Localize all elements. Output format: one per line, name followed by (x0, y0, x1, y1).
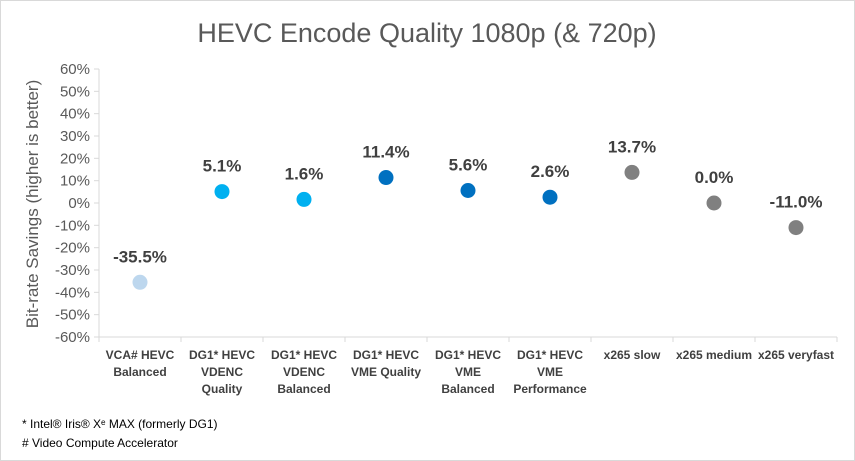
y-tick-label: 40% (60, 106, 90, 123)
y-tick-label: -30% (55, 262, 90, 279)
x-tick-label: x265 veryfast (758, 348, 834, 362)
data-label: 1.6% (285, 164, 324, 183)
x-tick-labels: VCA# HEVC Balanced DG1* HEVC VDENC Quality DG… (106, 348, 834, 396)
x-tick-label: VCA# HEVC Balanced (106, 348, 175, 379)
data-label: 2.6% (531, 162, 570, 181)
y-tick-label: -20% (55, 240, 90, 257)
data-point (624, 164, 640, 180)
data-point (542, 189, 558, 205)
x-tick-label: x265 slow (604, 348, 661, 362)
y-tick-label: -60% (55, 329, 90, 346)
y-tick-label: 60% (60, 61, 90, 78)
data-label: 5.6% (449, 155, 488, 174)
data-point (214, 184, 230, 200)
y-tick-label: -50% (55, 307, 90, 324)
data-label: 11.4% (362, 143, 409, 162)
footnote-vca: # Video Compute Accelerator (22, 436, 178, 450)
x-tick-label: DG1* HEVC VME Quality (351, 348, 421, 379)
y-tick-label: -40% (55, 284, 90, 301)
y-tick-label: 20% (60, 150, 90, 167)
x-tick-label: DG1* HEVC VDENC Balanced (271, 348, 337, 396)
data-label: 13.7% (608, 137, 656, 156)
x-tick-label: DG1* HEVC VME Performance (513, 348, 587, 396)
data-labels: -35.5% 5.1% 1.6% 11.4% 5.6% 2.6% 13.7% 0.0% -11.… (113, 137, 822, 266)
footnote-dg1: * Intel® Iris® Xᵉ MAX (formerly DG1) (22, 417, 218, 431)
y-tick-label: 0% (68, 195, 90, 212)
y-tick-label: -10% (55, 217, 90, 234)
data-point (788, 220, 804, 236)
data-label: -35.5% (113, 247, 167, 266)
data-label: 0.0% (695, 168, 734, 187)
y-tick-label: 10% (60, 173, 90, 190)
data-point (296, 191, 312, 207)
data-point (706, 195, 722, 211)
y-axis-label: Bit-rate Savings (higher is better) (23, 80, 42, 329)
data-point (132, 274, 148, 290)
data-label: -11.0% (770, 193, 823, 212)
y-tick-label: 30% (60, 128, 90, 145)
y-tick-label: 50% (60, 83, 90, 100)
data-point (378, 170, 394, 186)
data-points (132, 164, 804, 290)
data-label: 5.1% (203, 157, 242, 176)
x-tick-label: DG1* HEVC VME Balanced (435, 348, 501, 396)
axes: -60% -50% -40% -30% -20% -10% 0% 10% 20% 30% 40% 50… (55, 61, 838, 346)
x-tick-label: x265 medium (676, 348, 752, 362)
x-tick-label: DG1* HEVC VDENC Quality (189, 348, 255, 396)
chart-title: HEVC Encode Quality 1080p (& 720p) (197, 18, 656, 48)
data-point (460, 182, 476, 198)
